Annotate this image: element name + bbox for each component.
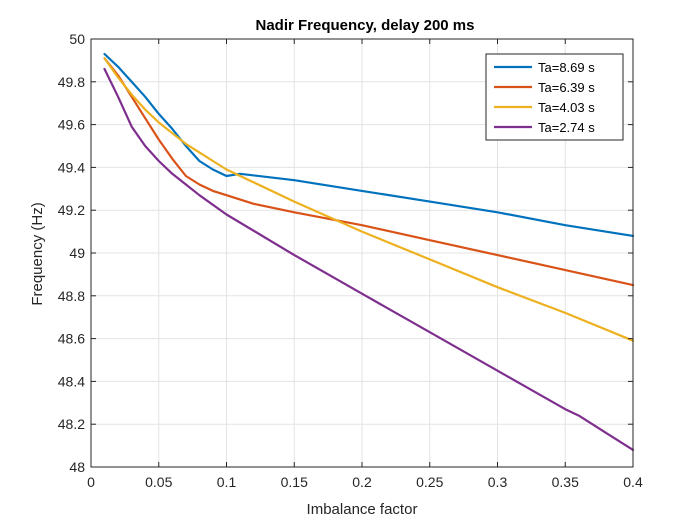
y-tick-label: 49.4 xyxy=(58,159,85,175)
x-tick-label: 0.35 xyxy=(552,474,579,490)
y-tick-label: 49 xyxy=(69,245,85,261)
y-tick-label: 48.8 xyxy=(58,288,85,304)
x-axis-label: Imbalance factor xyxy=(307,501,418,518)
y-tick-label: 48 xyxy=(69,459,85,475)
legend-label: Ta=6.39 s xyxy=(538,80,595,95)
y-tick-label: 50 xyxy=(69,31,85,47)
x-tick-label: 0.15 xyxy=(281,474,308,490)
y-tick-label: 48.4 xyxy=(58,373,85,389)
y-tick-label: 48.6 xyxy=(58,331,85,347)
y-tick-label: 49.8 xyxy=(58,74,85,90)
x-tick-label: 0.05 xyxy=(145,474,172,490)
x-tick-label: 0.1 xyxy=(217,474,237,490)
x-tick-label: 0.2 xyxy=(352,474,372,490)
x-tick-label: 0.4 xyxy=(623,474,643,490)
chart-title: Nadir Frequency, delay 200 ms xyxy=(256,17,475,34)
y-tick-label: 49.2 xyxy=(58,202,85,218)
series-lines xyxy=(103,52,635,451)
series-line-4 xyxy=(103,67,635,451)
legend-label: Ta=4.03 s xyxy=(538,100,595,115)
ticks: 0 0.05 0.1 0.15 0.2 0.25 0.3 0.35 0.4 48 48.2 48.4 4… xyxy=(58,31,643,490)
series-line-1 xyxy=(103,52,635,237)
y-tick-label: 49.6 xyxy=(58,117,85,133)
x-tick-label: 0.25 xyxy=(416,474,443,490)
series-line-2 xyxy=(103,57,635,287)
legend: Ta=8.69 s Ta=6.39 s Ta=4.03 s Ta=2.74 s xyxy=(485,53,624,141)
y-axis-label: Frequency (Hz) xyxy=(29,202,46,305)
legend-label: Ta=2.74 s xyxy=(538,120,595,135)
series-line-3 xyxy=(103,57,635,342)
y-tick-label: 48.2 xyxy=(58,416,85,432)
x-tick-label: 0 xyxy=(87,474,95,490)
legend-box xyxy=(485,53,624,141)
x-tick-label: 0.3 xyxy=(488,474,508,490)
legend-label: Ta=8.69 s xyxy=(538,60,595,75)
